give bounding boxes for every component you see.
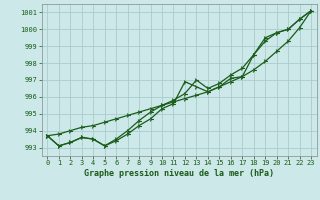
X-axis label: Graphe pression niveau de la mer (hPa): Graphe pression niveau de la mer (hPa) <box>84 169 274 178</box>
